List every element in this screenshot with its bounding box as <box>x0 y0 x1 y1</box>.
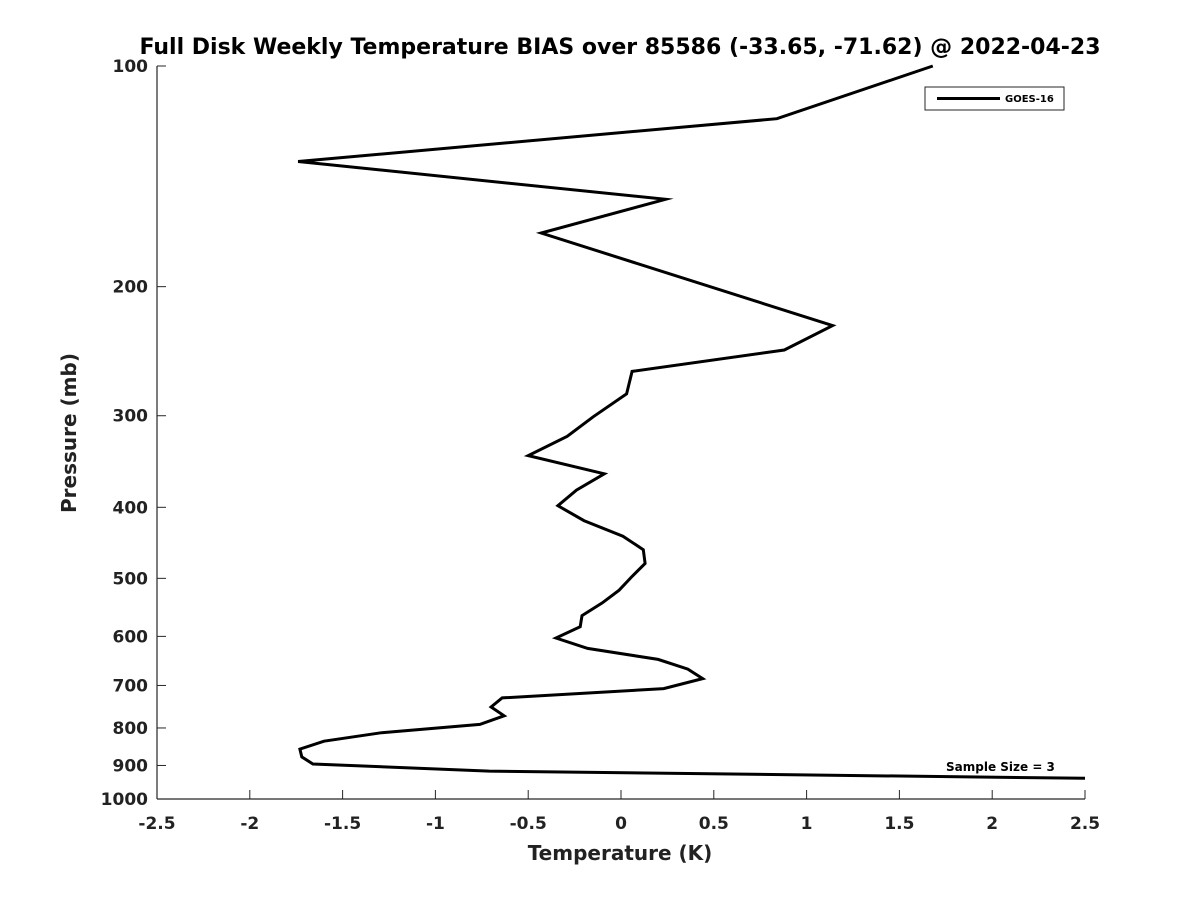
x-tick-label: 0.5 <box>699 814 729 834</box>
x-tick-label: -2.5 <box>138 814 175 834</box>
x-tick-label: 1 <box>801 814 813 834</box>
chart-title: Full Disk Weekly Temperature BIAS over 8… <box>139 35 1100 60</box>
x-tick-label: -2 <box>240 814 259 834</box>
y-tick-label: 200 <box>113 278 149 298</box>
y-tick-label: 800 <box>113 719 149 739</box>
x-tick-label: 2 <box>986 814 998 834</box>
series-line-goes16 <box>297 64 1086 780</box>
x-tick-label: 2.5 <box>1070 814 1100 834</box>
x-tick-label: 0 <box>615 814 627 834</box>
y-tick-label: 700 <box>113 676 149 696</box>
sample-size-annotation: Sample Size = 3 <box>946 760 1055 774</box>
y-tick-label: 400 <box>113 498 149 518</box>
y-axis-label: Pressure (mb) <box>57 353 81 513</box>
y-tick-label: 1000 <box>101 790 148 810</box>
legend-label-goes16: GOES-16 <box>1005 94 1054 105</box>
y-tick-label: 500 <box>113 569 149 589</box>
y-tick-label: 900 <box>113 756 149 776</box>
x-tick-label: 1.5 <box>884 814 914 834</box>
x-tick-label: -1 <box>426 814 445 834</box>
x-axis-label: Temperature (K) <box>528 841 713 865</box>
y-tick-label: 600 <box>113 627 149 647</box>
x-tick-label: -0.5 <box>510 814 547 834</box>
y-tick-label: 100 <box>113 57 149 77</box>
x-tick-label: -1.5 <box>324 814 361 834</box>
y-tick-label: 300 <box>113 407 149 427</box>
legend: GOES-16 <box>924 86 1065 111</box>
